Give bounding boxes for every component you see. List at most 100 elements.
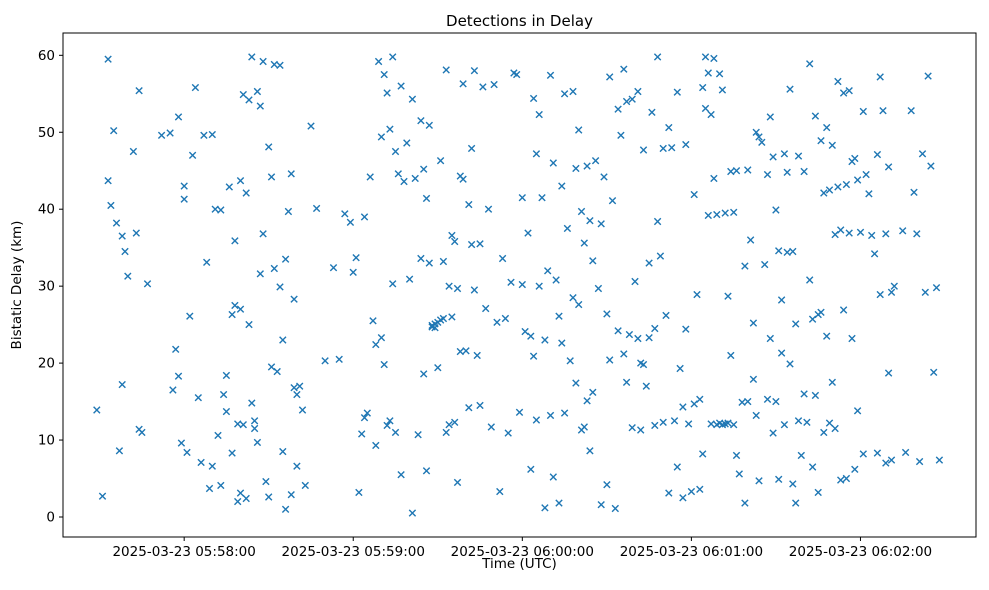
data-point-marker <box>763 395 772 403</box>
data-point-marker <box>884 369 893 377</box>
data-point-marker <box>569 294 577 302</box>
data-point-marker <box>408 509 417 517</box>
data-point-marker <box>834 77 842 86</box>
data-point-marker <box>532 150 541 158</box>
data-point-marker <box>707 420 715 428</box>
data-point-marker <box>169 386 177 394</box>
data-point-marker <box>174 372 183 380</box>
data-point-marker <box>467 144 476 153</box>
data-point-marker <box>876 73 884 81</box>
data-point-marker <box>930 368 938 376</box>
data-point-marker <box>673 463 681 471</box>
data-point-marker <box>684 420 693 428</box>
data-point-marker <box>882 230 890 238</box>
data-point-marker <box>98 492 107 500</box>
data-point-marker <box>208 462 216 470</box>
data-point-marker <box>400 177 408 186</box>
data-point-marker <box>594 284 603 293</box>
data-point-marker <box>839 89 848 97</box>
data-point-marker <box>507 278 515 286</box>
data-point-marker <box>915 457 924 466</box>
data-point-marker <box>360 414 369 422</box>
data-point-marker <box>496 487 504 496</box>
data-point-marker <box>138 428 146 437</box>
data-point-marker <box>589 257 597 265</box>
data-point-marker <box>794 417 803 425</box>
data-point-marker <box>699 450 707 458</box>
data-point-marker <box>701 104 710 113</box>
x-tick-label: 2025-03-23 06:00:00 <box>451 544 594 560</box>
data-point-marker <box>800 390 808 398</box>
data-point-marker <box>707 110 715 119</box>
data-point-marker <box>851 465 859 473</box>
data-point-marker <box>780 421 789 429</box>
data-point-marker <box>544 267 552 275</box>
data-point-marker <box>586 447 594 455</box>
data-point-marker <box>552 276 560 284</box>
data-point-marker <box>383 89 391 97</box>
data-point-marker <box>445 421 453 429</box>
data-point-marker <box>363 409 371 417</box>
data-point-marker <box>172 345 180 353</box>
data-point-marker <box>679 494 687 502</box>
data-point-marker <box>453 478 462 487</box>
data-point-marker <box>800 167 808 176</box>
data-point-marker <box>682 325 690 333</box>
data-point-marker <box>386 125 394 133</box>
data-point-marker <box>873 449 882 457</box>
data-point-marker <box>234 497 242 506</box>
data-point-marker <box>687 487 696 496</box>
data-point-marker <box>617 131 625 139</box>
data-point-marker <box>174 113 183 121</box>
data-point-marker <box>631 277 639 286</box>
data-point-marker <box>287 491 295 499</box>
data-point-marker <box>541 336 549 344</box>
data-point-marker <box>129 147 138 156</box>
data-point-marker <box>659 144 667 153</box>
data-point-marker <box>228 449 236 457</box>
data-point-marker <box>924 72 932 80</box>
data-point-marker <box>580 239 588 247</box>
x-tick-label: 2025-03-23 05:59:00 <box>282 544 425 560</box>
data-point-marker <box>575 300 583 309</box>
data-point-marker <box>842 474 851 483</box>
data-point-marker <box>124 272 132 280</box>
data-point-marker <box>236 489 245 497</box>
data-point-marker <box>808 315 817 323</box>
data-point-marker <box>690 400 698 408</box>
data-point-marker <box>713 210 721 219</box>
data-point-marker <box>425 121 433 129</box>
data-point-marker <box>814 488 822 497</box>
data-point-marker <box>628 424 636 432</box>
data-point-marker <box>845 87 853 95</box>
data-point-marker <box>473 351 481 360</box>
data-point-marker <box>448 313 456 321</box>
data-point-marker <box>752 411 760 420</box>
data-point-marker <box>439 314 448 323</box>
data-point-marker <box>603 310 611 318</box>
data-point-marker <box>208 130 216 139</box>
data-point-marker <box>476 401 484 410</box>
data-point-marker <box>853 176 862 184</box>
data-point-marker <box>200 131 208 139</box>
data-point-marker <box>341 210 349 218</box>
data-point-marker <box>766 334 774 343</box>
data-point-marker <box>222 371 231 380</box>
data-point-marker <box>355 488 363 497</box>
data-point-marker <box>668 144 676 152</box>
data-point-marker <box>589 388 597 396</box>
data-point-marker <box>642 382 650 390</box>
data-point-marker <box>560 409 569 417</box>
data-point-marker <box>834 183 842 191</box>
data-point-marker <box>256 102 264 110</box>
data-point-marker <box>518 280 526 289</box>
data-point-marker <box>763 170 772 179</box>
data-point-marker <box>104 177 112 185</box>
data-point-marker <box>459 175 467 183</box>
data-point-marker <box>408 95 417 103</box>
data-point-marker <box>234 420 242 428</box>
data-point-marker <box>828 378 836 386</box>
data-point-marker <box>504 429 512 437</box>
data-point-marker <box>597 220 605 228</box>
data-point-marker <box>772 206 780 214</box>
